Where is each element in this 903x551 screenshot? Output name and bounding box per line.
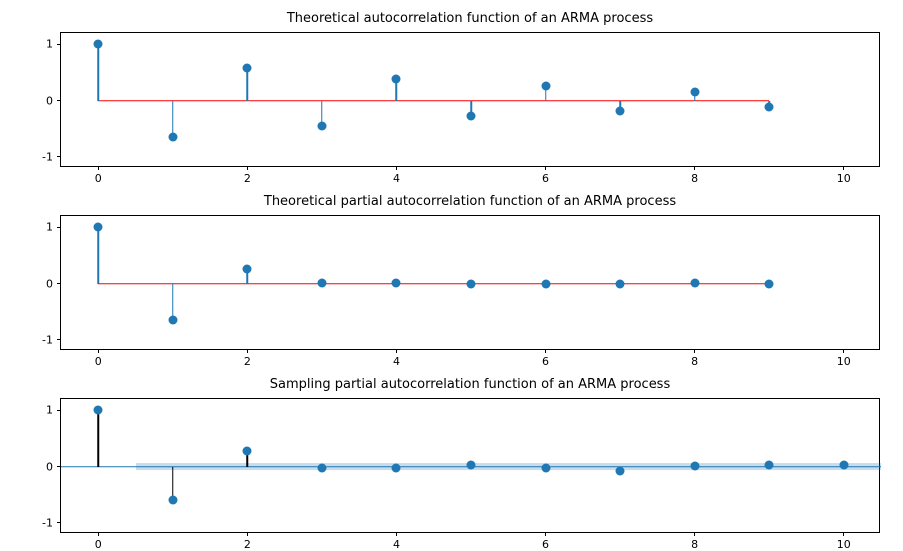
x-tick-mark xyxy=(396,166,397,170)
x-tick-mark xyxy=(247,349,248,353)
panel-title: Theoretical partial autocorrelation func… xyxy=(61,194,879,209)
stem-marker xyxy=(690,278,699,287)
figure: Theoretical autocorrelation function of … xyxy=(0,0,903,545)
stem-marker xyxy=(541,82,550,91)
stem-marker xyxy=(616,279,625,288)
stem-marker xyxy=(541,463,550,472)
x-tick-label: 10 xyxy=(837,355,851,368)
panel-spacf: Sampling partial autocorrelation functio… xyxy=(60,398,880,533)
x-tick-label: 4 xyxy=(393,355,400,368)
y-tick-label: 0 xyxy=(46,277,53,290)
stem-marker xyxy=(392,463,401,472)
panel-pacf: Theoretical partial autocorrelation func… xyxy=(60,215,880,350)
stem-marker xyxy=(243,265,252,274)
y-tick-label: 1 xyxy=(46,38,53,51)
x-tick-mark xyxy=(396,532,397,536)
x-tick-label: 6 xyxy=(542,355,549,368)
x-tick-mark xyxy=(545,166,546,170)
panel-title: Theoretical autocorrelation function of … xyxy=(61,11,879,26)
y-tick-mark xyxy=(57,283,61,284)
stem xyxy=(98,227,100,283)
stem-marker xyxy=(616,106,625,115)
y-tick-label: 1 xyxy=(46,221,53,234)
y-tick-label: -1 xyxy=(42,333,53,346)
stem xyxy=(98,410,100,466)
x-tick-mark xyxy=(545,349,546,353)
stem-marker xyxy=(392,75,401,84)
y-tick-mark xyxy=(57,44,61,45)
stem-marker xyxy=(467,112,476,121)
stem xyxy=(98,44,100,100)
stem-marker xyxy=(94,223,103,232)
y-tick-mark xyxy=(57,227,61,228)
stem-marker xyxy=(765,280,774,289)
x-tick-label: 4 xyxy=(393,172,400,185)
stem-marker xyxy=(690,88,699,97)
y-tick-mark xyxy=(57,339,61,340)
stem-marker xyxy=(168,133,177,142)
reference-line xyxy=(98,283,769,285)
x-tick-label: 2 xyxy=(244,172,251,185)
x-tick-label: 6 xyxy=(542,172,549,185)
y-tick-mark xyxy=(57,156,61,157)
stem-marker xyxy=(317,278,326,287)
x-tick-mark xyxy=(396,349,397,353)
stem-marker xyxy=(94,40,103,49)
stem-marker xyxy=(839,460,848,469)
y-tick-mark xyxy=(57,100,61,101)
y-tick-label: 0 xyxy=(46,460,53,473)
stem-marker xyxy=(168,316,177,325)
x-tick-mark xyxy=(843,166,844,170)
y-tick-mark xyxy=(57,522,61,523)
x-tick-label: 8 xyxy=(691,355,698,368)
x-tick-mark xyxy=(98,349,99,353)
stem-marker xyxy=(765,103,774,112)
y-tick-label: -1 xyxy=(42,516,53,529)
stem-marker xyxy=(690,461,699,470)
x-tick-label: 0 xyxy=(95,172,102,185)
x-tick-mark xyxy=(694,166,695,170)
stem-marker xyxy=(317,121,326,130)
panel-title: Sampling partial autocorrelation functio… xyxy=(61,377,879,392)
stem-marker xyxy=(765,461,774,470)
stem-marker xyxy=(243,63,252,72)
x-tick-mark xyxy=(247,532,248,536)
x-tick-label: 0 xyxy=(95,355,102,368)
x-tick-mark xyxy=(545,532,546,536)
reference-line xyxy=(98,100,769,102)
x-tick-mark xyxy=(694,349,695,353)
y-tick-label: -1 xyxy=(42,150,53,163)
y-tick-label: 1 xyxy=(46,404,53,417)
x-tick-label: 10 xyxy=(837,172,851,185)
x-tick-mark xyxy=(98,166,99,170)
stem-marker xyxy=(467,461,476,470)
x-tick-mark xyxy=(98,532,99,536)
stem-marker xyxy=(467,279,476,288)
x-tick-mark xyxy=(694,532,695,536)
x-tick-label: 2 xyxy=(244,355,251,368)
stem-marker xyxy=(616,467,625,476)
x-tick-mark xyxy=(843,532,844,536)
stem-marker xyxy=(243,447,252,456)
y-tick-label: 0 xyxy=(46,94,53,107)
stem-marker xyxy=(541,279,550,288)
stem-marker xyxy=(168,496,177,505)
x-tick-label: 8 xyxy=(691,172,698,185)
stem-marker xyxy=(392,278,401,287)
panel-acf: Theoretical autocorrelation function of … xyxy=(60,32,880,167)
stem-marker xyxy=(94,406,103,415)
y-tick-mark xyxy=(57,410,61,411)
stem xyxy=(247,68,249,101)
x-tick-mark xyxy=(843,349,844,353)
stem-marker xyxy=(317,464,326,473)
x-tick-mark xyxy=(247,166,248,170)
